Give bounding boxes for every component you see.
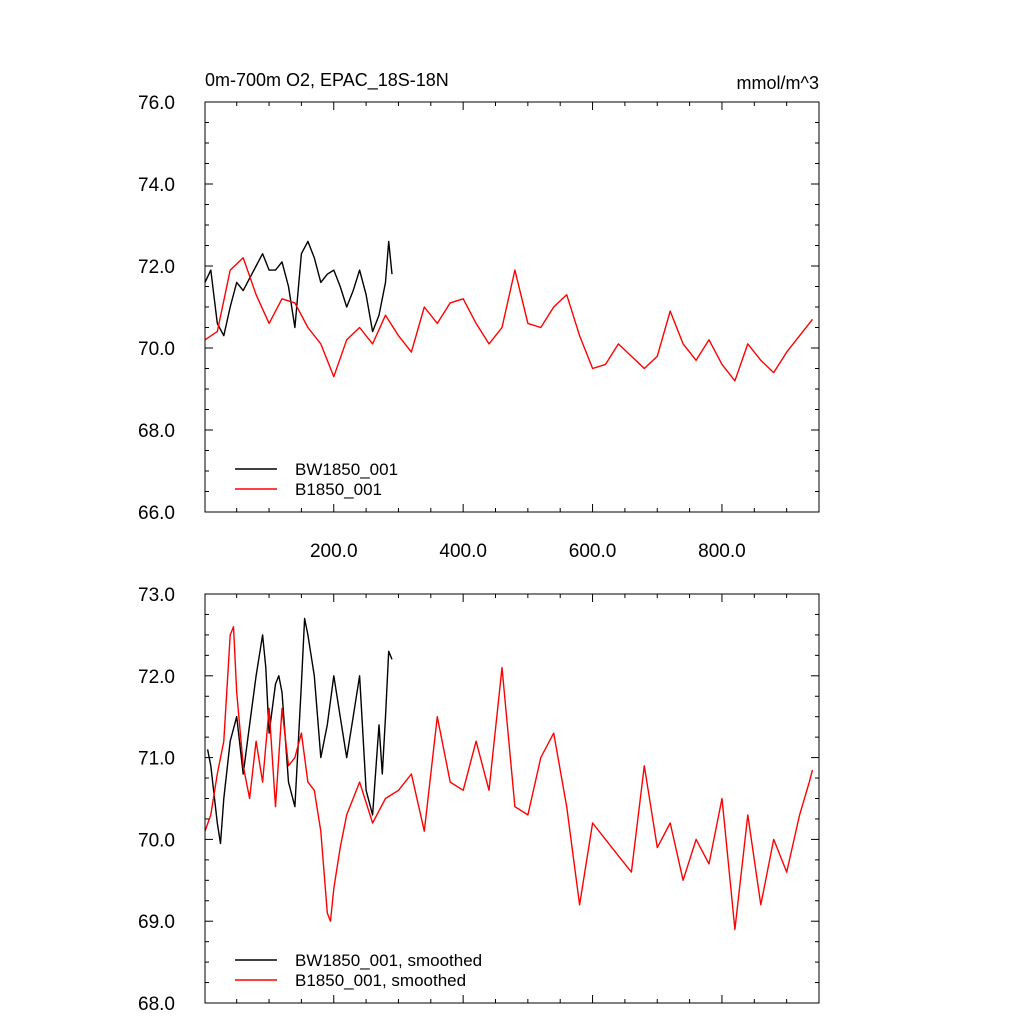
legend-label-1: B1850_001 [295, 480, 382, 499]
x-tick-label: 600.0 [569, 541, 617, 562]
legend-label-1: B1850_001, smoothed [295, 971, 466, 990]
y-tick-label: 73.0 [138, 585, 175, 606]
y-tick-label: 66.0 [138, 503, 175, 524]
y-tick-label: 69.0 [138, 912, 175, 933]
y-tick-label: 70.0 [138, 830, 175, 851]
y-tick-label: 68.0 [138, 421, 175, 442]
x-tick-label: 400.0 [439, 541, 487, 562]
chart-title: 0m-700m O2, EPAC_18S-18N [205, 70, 449, 91]
series-line-1 [204, 626, 814, 931]
y-tick-label: 72.0 [138, 667, 175, 688]
x-tick-label: 200.0 [310, 541, 358, 562]
y-tick-label: 74.0 [138, 175, 175, 196]
plot-frame [204, 593, 820, 1004]
series-line-0 [204, 240, 393, 337]
y-tick-label: 68.0 [138, 994, 175, 1015]
x-tick-label: 800.0 [698, 541, 746, 562]
series-line-1 [204, 257, 814, 382]
panel-top: 0m-700m O2, EPAC_18S-18N mmol/m^3 66.0 68… [138, 70, 820, 562]
y-tick-label: 76.0 [138, 93, 175, 114]
panel-bottom: 68.0 69.0 70.0 71.0 72.0 73.0 BW1850_001, smoo… [138, 585, 820, 1015]
y-tick-label: 70.0 [138, 339, 175, 360]
y-tick-label: 72.0 [138, 257, 175, 278]
legend-label-0: BW1850_001 [295, 460, 398, 479]
legend-label-0: BW1850_001, smoothed [295, 951, 482, 970]
units-label: mmol/m^3 [737, 73, 819, 93]
y-tick-label: 71.0 [138, 749, 175, 770]
